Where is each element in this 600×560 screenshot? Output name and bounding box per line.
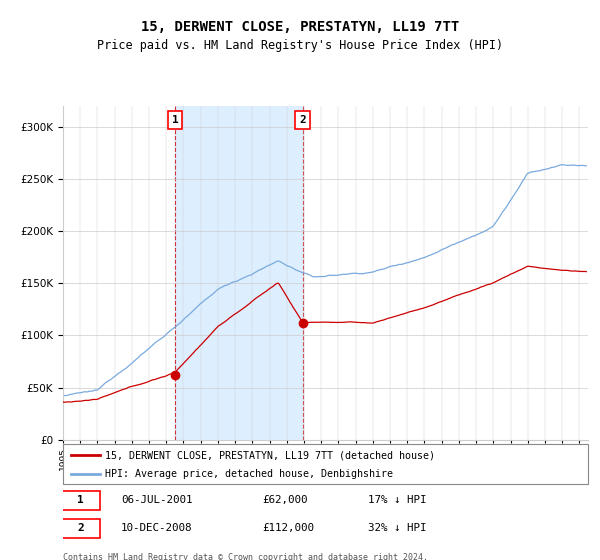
Text: 2: 2 [77,524,84,533]
Text: 17% ↓ HPI: 17% ↓ HPI [367,495,426,505]
Text: 15, DERWENT CLOSE, PRESTATYN, LL19 7TT: 15, DERWENT CLOSE, PRESTATYN, LL19 7TT [141,20,459,34]
Text: £62,000: £62,000 [263,495,308,505]
Text: 06-JUL-2001: 06-JUL-2001 [121,495,192,505]
Text: 10-DEC-2008: 10-DEC-2008 [121,524,192,533]
Text: £112,000: £112,000 [263,524,314,533]
Text: Contains HM Land Registry data © Crown copyright and database right 2024.
This d: Contains HM Land Registry data © Crown c… [63,553,428,560]
Text: Price paid vs. HM Land Registry's House Price Index (HPI): Price paid vs. HM Land Registry's House … [97,39,503,52]
FancyBboxPatch shape [61,519,100,538]
Text: 32% ↓ HPI: 32% ↓ HPI [367,524,426,533]
Bar [175,106,302,440]
Text: 1: 1 [77,495,84,505]
FancyBboxPatch shape [61,491,100,510]
FancyBboxPatch shape [63,444,588,484]
Text: HPI: Average price, detached house, Denbighshire: HPI: Average price, detached house, Denb… [105,469,393,479]
Text: 1: 1 [172,115,178,125]
Text: 15, DERWENT CLOSE, PRESTATYN, LL19 7TT (detached house): 15, DERWENT CLOSE, PRESTATYN, LL19 7TT (… [105,450,435,460]
Text: 2: 2 [299,115,306,125]
